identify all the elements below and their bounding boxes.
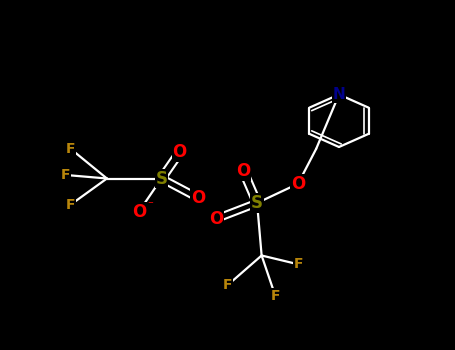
Text: F: F — [61, 168, 71, 182]
Text: F: F — [66, 198, 75, 212]
Text: S: S — [156, 169, 167, 188]
Text: O: O — [172, 143, 187, 161]
Text: O: O — [131, 203, 146, 221]
Text: ⁻: ⁻ — [147, 201, 153, 210]
Text: N: N — [333, 87, 345, 102]
Text: F: F — [293, 257, 303, 271]
Text: O: O — [191, 189, 205, 207]
Text: F: F — [271, 289, 280, 303]
Text: O: O — [209, 210, 223, 228]
Text: F: F — [223, 278, 232, 292]
Text: O: O — [291, 175, 305, 193]
Text: F: F — [66, 142, 75, 156]
Text: S: S — [251, 194, 263, 212]
Text: O: O — [236, 162, 251, 181]
